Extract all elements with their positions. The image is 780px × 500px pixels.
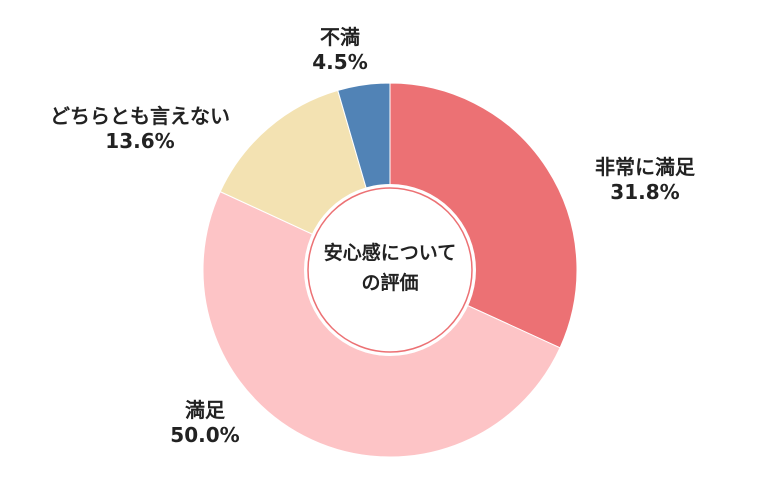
slice-label-neutral: どちらとも言えない 13.6% xyxy=(10,104,270,154)
center-inner-ring xyxy=(307,187,473,353)
center-label-line-1: 安心感について xyxy=(323,242,457,264)
slice-label-very-satisfied: 非常に満足 31.8% xyxy=(580,155,710,205)
slice-label-text: 不満 xyxy=(320,25,360,49)
slice-label-text: どちらとも言えない xyxy=(50,104,230,128)
slice-label-satisfied: 満足 50.0% xyxy=(155,398,255,448)
slice-label-value: 13.6% xyxy=(105,129,175,153)
slice-label-value: 4.5% xyxy=(312,50,368,74)
center-outer-ring xyxy=(304,184,476,356)
slice-label-text: 満足 xyxy=(185,398,225,422)
slice-label-value: 31.8% xyxy=(610,180,680,204)
slice-label-text: 非常に満足 xyxy=(595,155,695,179)
center-label-line-2: の評価 xyxy=(361,272,419,294)
slice-label-dissatisfied: 不満 4.5% xyxy=(290,25,390,75)
center-label: 安心感について の評価 xyxy=(290,238,490,298)
slice-label-value: 50.0% xyxy=(170,423,240,447)
